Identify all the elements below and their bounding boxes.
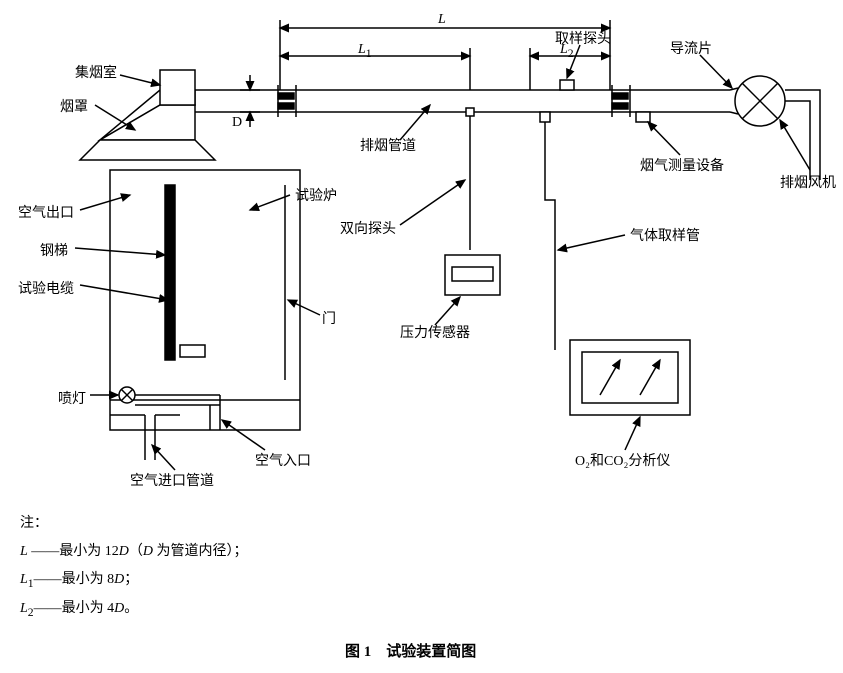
air-inlet-pipe-label: 空气进口管道 bbox=[130, 470, 214, 490]
air-outlet-label: 空气出口 bbox=[18, 202, 74, 222]
smoke-chamber-label: 集烟室 bbox=[75, 62, 117, 82]
notes-title: 注： bbox=[20, 510, 248, 538]
burner-label: 喷灯 bbox=[58, 388, 86, 408]
guide-vane-label: 导流片 bbox=[670, 38, 712, 58]
door-label: 门 bbox=[322, 308, 336, 328]
gas-measure-label: 烟气测量设备 bbox=[640, 155, 724, 175]
notes-block: 注： L ——最小为 12D（D 为管道内径）； L1——最小为 8D； L2—… bbox=[20, 510, 248, 624]
air-inlet-label: 空气入口 bbox=[255, 450, 311, 470]
furnace-box bbox=[110, 170, 300, 430]
figure-caption: 图 1 试验装置简图 bbox=[345, 640, 476, 661]
cable-label: 试验电缆 bbox=[18, 278, 74, 298]
sampling-probe-shape bbox=[560, 80, 574, 90]
notes-L2: L2——最小为 4D。 bbox=[20, 595, 248, 624]
hood-label: 烟罩 bbox=[60, 96, 88, 116]
notes-L1: L1——最小为 8D； bbox=[20, 566, 248, 595]
exhaust-duct-label: 排烟管道 bbox=[360, 135, 416, 155]
furnace-label: 试验炉 bbox=[295, 185, 337, 205]
dim-L-label: L bbox=[438, 12, 446, 28]
gas-tube-line bbox=[545, 112, 555, 350]
sampling-probe-label: 取样探头 bbox=[555, 28, 611, 48]
bi-probe-label: 双向探头 bbox=[340, 218, 396, 238]
exhaust-fan-label: 排烟风机 bbox=[780, 172, 836, 192]
dim-D-label: D bbox=[232, 115, 242, 131]
smoke-chamber-shape bbox=[160, 70, 195, 105]
analyzer-label: O₂和CO₂分析仪 bbox=[575, 450, 670, 470]
gas-tube-label: 气体取样管 bbox=[630, 225, 700, 245]
notes-L: L ——最小为 12D（D 为管道内径）； bbox=[20, 538, 248, 566]
dim-L1-label: L1 bbox=[358, 42, 372, 60]
diagram-canvas bbox=[0, 0, 843, 520]
ladder-label: 钢梯 bbox=[40, 240, 68, 260]
pressure-sensor-label: 压力传感器 bbox=[400, 322, 470, 342]
ladder-bar bbox=[165, 185, 175, 360]
